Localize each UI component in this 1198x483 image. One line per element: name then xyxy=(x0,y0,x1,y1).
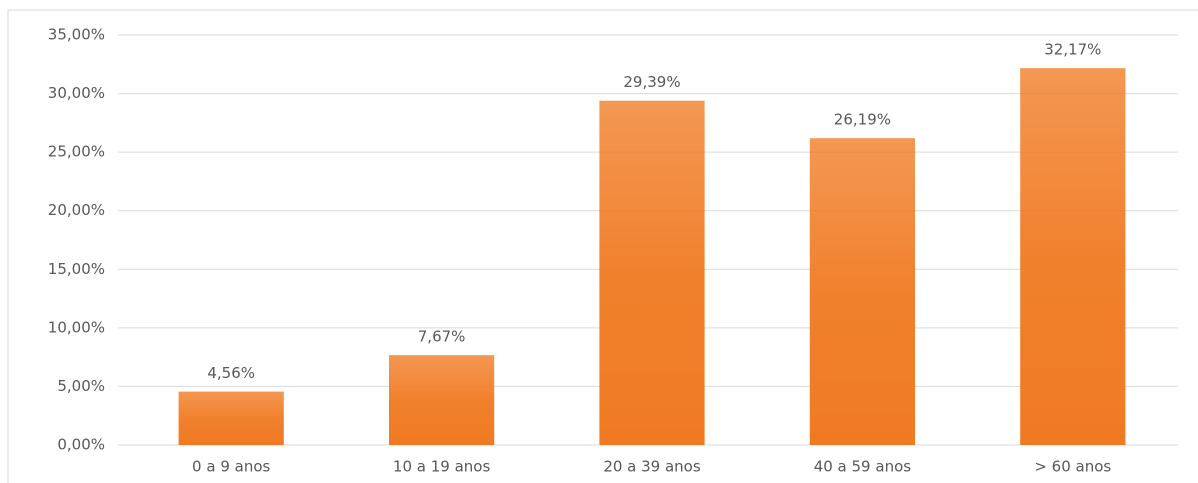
data-label: 32,17% xyxy=(1044,41,1101,59)
y-tick-label: 35,00% xyxy=(48,26,105,44)
y-tick-label: 20,00% xyxy=(48,201,105,219)
bar xyxy=(1020,68,1126,445)
x-tick-label: 20 a 39 anos xyxy=(603,458,701,476)
data-label: 4,56% xyxy=(207,364,255,382)
y-tick-label: 15,00% xyxy=(48,260,105,278)
y-tick-label: 25,00% xyxy=(48,143,105,161)
data-label: 29,39% xyxy=(623,73,680,91)
bar xyxy=(389,355,495,445)
y-tick-label: 30,00% xyxy=(48,84,105,102)
x-tick-label: 40 a 59 anos xyxy=(814,458,912,476)
bar xyxy=(178,391,284,445)
y-tick-label: 5,00% xyxy=(57,377,105,395)
chart-frame xyxy=(7,9,1198,483)
data-label: 7,67% xyxy=(418,328,466,346)
data-label: 26,19% xyxy=(834,111,891,129)
bar xyxy=(599,100,705,446)
x-tick-label: 0 a 9 anos xyxy=(192,458,270,476)
y-tick-label: 10,00% xyxy=(48,318,105,336)
x-tick-label: 10 a 19 anos xyxy=(393,458,491,476)
bar xyxy=(809,138,915,445)
y-tick-label: 0,00% xyxy=(57,436,105,454)
x-tick-label: > 60 anos xyxy=(1034,458,1111,476)
